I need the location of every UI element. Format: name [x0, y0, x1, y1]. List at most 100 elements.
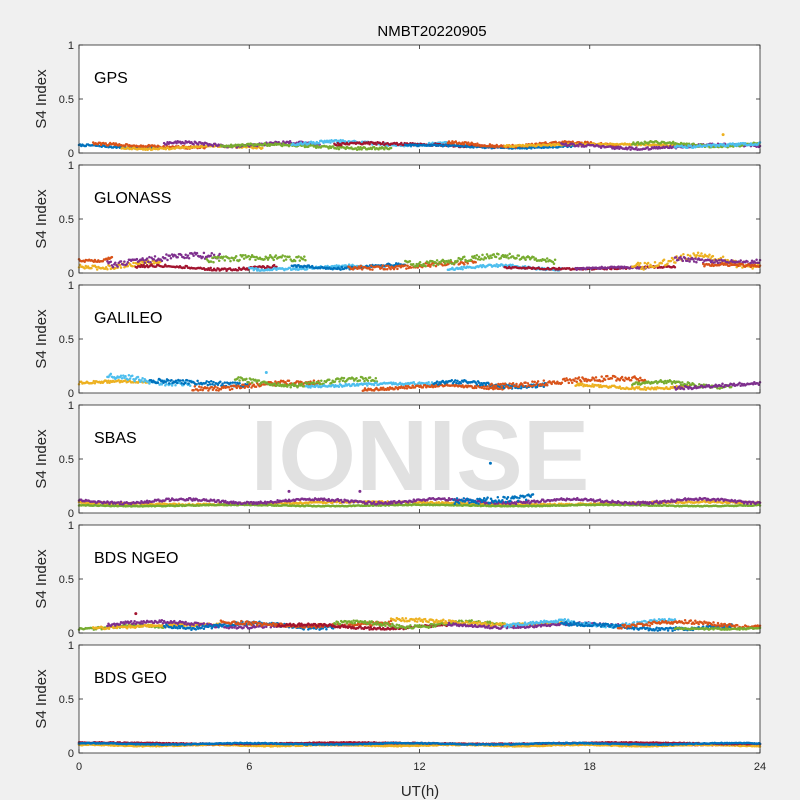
data-point	[475, 253, 479, 257]
data-point	[395, 141, 399, 145]
data-point	[274, 380, 277, 383]
data-point	[230, 387, 234, 391]
data-point	[94, 265, 98, 269]
data-point	[616, 145, 620, 148]
data-point	[450, 378, 454, 382]
data-point	[359, 264, 363, 268]
data-point	[338, 380, 341, 383]
data-point	[339, 268, 342, 271]
data-point	[507, 386, 510, 390]
data-point	[552, 262, 556, 265]
data-point	[525, 385, 529, 388]
data-point	[358, 379, 362, 382]
data-point	[477, 381, 481, 385]
data-point	[533, 380, 536, 384]
data-point	[384, 264, 388, 268]
data-point	[404, 384, 408, 388]
data-point	[254, 385, 258, 389]
data-point	[480, 257, 483, 261]
data-point	[593, 379, 597, 382]
data-point	[183, 381, 187, 385]
data-point	[284, 258, 288, 261]
data-point	[427, 381, 430, 384]
data-point	[291, 382, 295, 386]
data-point	[493, 387, 497, 390]
data-point	[165, 143, 168, 146]
data-point	[127, 374, 131, 377]
data-point	[713, 261, 716, 264]
data-point	[662, 258, 666, 262]
data-point	[671, 258, 675, 261]
data-point	[132, 261, 135, 265]
data-point	[467, 141, 470, 144]
data-point	[474, 386, 478, 390]
data-point	[229, 259, 232, 263]
data-point	[436, 263, 440, 266]
data-point	[174, 383, 177, 387]
data-point	[254, 258, 257, 262]
data-point	[237, 376, 240, 379]
data-point	[249, 378, 253, 381]
data-point	[414, 265, 417, 268]
data-point	[301, 258, 305, 261]
data-point	[244, 253, 247, 257]
data-point	[192, 388, 195, 392]
data-point	[511, 381, 515, 385]
data-point	[212, 380, 215, 384]
y-axis-label: S4 Index	[33, 309, 50, 369]
data-point	[209, 254, 212, 257]
data-point	[168, 254, 172, 257]
data-point	[142, 380, 145, 383]
data-point	[206, 383, 210, 387]
data-point	[195, 383, 198, 386]
y-axis-label: S4 Index	[33, 189, 50, 249]
y-tick-label: 0.5	[59, 214, 74, 226]
data-point	[375, 143, 378, 146]
data-point	[700, 258, 704, 261]
data-point	[681, 381, 684, 384]
data-point	[228, 257, 231, 260]
data-point	[566, 378, 569, 382]
data-point	[199, 388, 202, 391]
data-point	[288, 383, 291, 387]
data-point	[336, 141, 340, 145]
data-point	[229, 384, 233, 388]
data-point	[180, 382, 183, 385]
data-point	[119, 260, 123, 263]
data-point	[603, 378, 607, 381]
data-point	[545, 257, 549, 260]
data-point	[160, 259, 164, 263]
data-point	[456, 259, 459, 263]
data-point	[153, 255, 157, 258]
data-point	[367, 141, 370, 144]
data-point	[231, 381, 235, 384]
data-point	[330, 381, 333, 385]
data-point	[328, 139, 331, 143]
data-point	[136, 375, 140, 379]
data-point	[579, 142, 582, 146]
data-point	[494, 384, 498, 388]
data-point	[412, 262, 415, 266]
data-point	[181, 379, 185, 382]
data-point	[337, 377, 340, 381]
data-point	[474, 260, 477, 264]
data-point	[359, 145, 362, 149]
data-point	[642, 142, 645, 146]
data-point	[135, 257, 139, 261]
data-point	[666, 262, 669, 265]
data-point	[314, 146, 318, 149]
data-point	[317, 141, 321, 145]
data-point	[682, 387, 686, 391]
data-point	[494, 145, 497, 149]
data-point	[210, 252, 214, 255]
data-point	[699, 254, 702, 258]
data-point	[688, 260, 691, 263]
data-point	[334, 139, 338, 142]
data-point	[342, 376, 346, 380]
data-point	[288, 140, 292, 143]
data-point	[95, 268, 99, 271]
data-point	[205, 380, 208, 383]
data-point	[288, 255, 291, 258]
data-point	[646, 146, 649, 149]
